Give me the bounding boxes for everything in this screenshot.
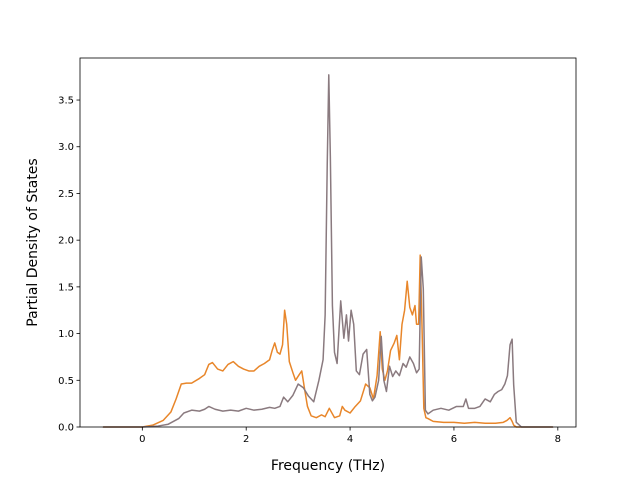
- x-tick-label: 8: [555, 434, 561, 445]
- y-tick-label: 1.0: [58, 329, 74, 340]
- y-tick-label: 2.0: [58, 236, 74, 247]
- y-tick-label: 1.5: [58, 282, 74, 293]
- x-tick-label: 6: [451, 434, 457, 445]
- series-line-1: [102, 254, 554, 428]
- y-tick-label: 0.5: [58, 376, 74, 387]
- axes-frame: [79, 57, 577, 428]
- y-tick-label: 3.0: [58, 142, 74, 153]
- y-axis-label: Partial Density of States: [25, 158, 41, 326]
- x-tick-label: 4: [347, 434, 353, 445]
- y-tick-label: 3.5: [58, 96, 74, 107]
- series-layer: [102, 74, 554, 428]
- x-axis: 0 2 4 6 8: [139, 427, 561, 445]
- x-axis-label: Frequency (THz): [271, 458, 385, 474]
- y-tick-label: 0.0: [58, 423, 74, 434]
- series-line-2: [102, 74, 554, 428]
- y-axis: 0.0 0.5 1.0 1.5 2.0 2.5 3.0 3.5: [58, 96, 80, 434]
- plot-area: [79, 57, 577, 428]
- x-tick-label: 2: [243, 434, 249, 445]
- x-tick-label: 0: [139, 434, 145, 445]
- y-tick-label: 2.5: [58, 189, 74, 200]
